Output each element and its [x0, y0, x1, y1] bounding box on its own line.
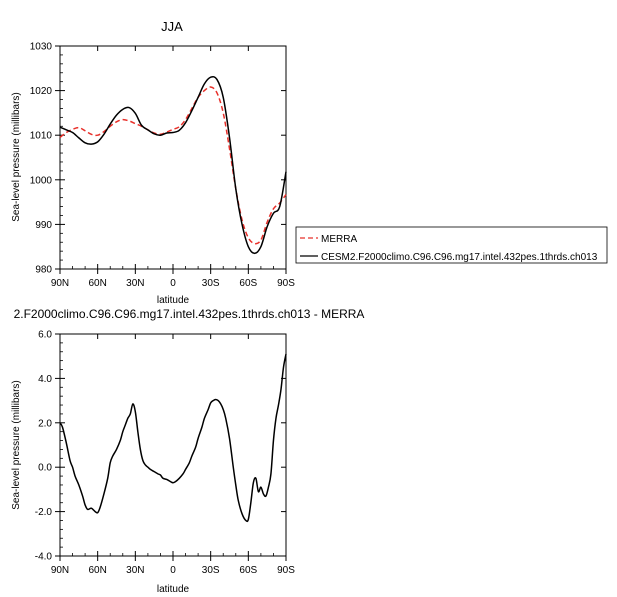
bottom-y-tick-label: 0.0	[38, 463, 52, 474]
top-y-tick-label: 990	[35, 220, 52, 231]
bottom-y-axis-label: Sea-level pressure (millibars)	[11, 380, 22, 509]
top-series-line-0	[59, 86, 287, 245]
bottom-x-tick-label: 60S	[239, 565, 257, 576]
bottom-x-tick-label: 90N	[51, 565, 69, 576]
bottom-series-line-0	[59, 353, 287, 523]
top-y-tick-label: 1000	[30, 175, 53, 186]
legend-box	[295, 226, 608, 264]
top-x-tick-label: 0	[170, 278, 176, 289]
bottom-y-tick-label: 2.0	[38, 418, 52, 429]
legend-label-cesm2: CESM2.F2000climo.C96.C96.mg17.intel.432p…	[321, 252, 598, 263]
top-x-tick-label: 30S	[202, 278, 220, 289]
top-y-tick-label: 980	[35, 265, 52, 276]
bottom-panel: 2.F2000climo.C96.C96.mg17.intel.432pes.1…	[11, 307, 364, 595]
bottom-y-tick-label: 4.0	[38, 374, 52, 385]
bottom-x-tick-label: 60N	[88, 565, 106, 576]
legend: MERRA CESM2.F2000climo.C96.C96.mg17.inte…	[295, 226, 608, 264]
top-x-axis-label: latitude	[157, 295, 190, 306]
bottom-series-lines	[59, 353, 287, 523]
top-x-tick-label: 90S	[277, 278, 295, 289]
top-x-tick-label: 60N	[88, 278, 106, 289]
bottom-x-ticks: 90N 60N 30N 0 30S 60S 90S	[51, 334, 295, 576]
bottom-plot-frame	[59, 333, 287, 557]
top-y-tick-label: 1010	[30, 131, 53, 142]
bottom-x-tick-label: 0	[170, 565, 176, 576]
bottom-x-tick-label: 30S	[202, 565, 220, 576]
bottom-y-ticks: -4.0 -2.0 0.0 2.0 4.0 6.0	[35, 330, 286, 563]
top-series-line-1	[59, 75, 287, 255]
top-y-tick-label: 1030	[30, 42, 53, 53]
top-y-axis-label: Sea-level pressure (millibars)	[11, 92, 22, 221]
bottom-y-tick-label: -2.0	[35, 507, 53, 518]
top-plot-frame	[59, 45, 287, 270]
bottom-y-tick-label: -4.0	[35, 552, 53, 563]
bottom-chart-title: 2.F2000climo.C96.C96.mg17.intel.432pes.1…	[14, 307, 365, 321]
top-x-tick-label: 30N	[126, 278, 144, 289]
legend-label-merra: MERRA	[321, 234, 357, 245]
top-x-ticks: 90N 60N 30N 0 30S 60S 90S	[51, 46, 295, 289]
top-x-tick-label: 90N	[51, 278, 69, 289]
bottom-x-axis-label: latitude	[157, 584, 190, 595]
bottom-x-tick-label: 90S	[277, 565, 295, 576]
top-chart-title: JJA	[161, 19, 183, 34]
top-x-tick-label: 60S	[239, 278, 257, 289]
bottom-plot-area: -4.0 -2.0 0.0 2.0 4.0 6.0 90N 60N 30N 0 30S 60S 90S	[35, 330, 295, 577]
bottom-y-tick-label: 6.0	[38, 330, 52, 341]
top-panel: JJA 980 990 1000 1010 1020 1030 90N 60N 30N 0 30S…	[11, 19, 608, 306]
bottom-x-tick-label: 30N	[126, 565, 144, 576]
top-y-ticks: 980 990 1000 1010 1020 1030	[30, 42, 286, 276]
top-series-lines	[59, 75, 287, 255]
top-y-tick-label: 1020	[30, 86, 53, 97]
